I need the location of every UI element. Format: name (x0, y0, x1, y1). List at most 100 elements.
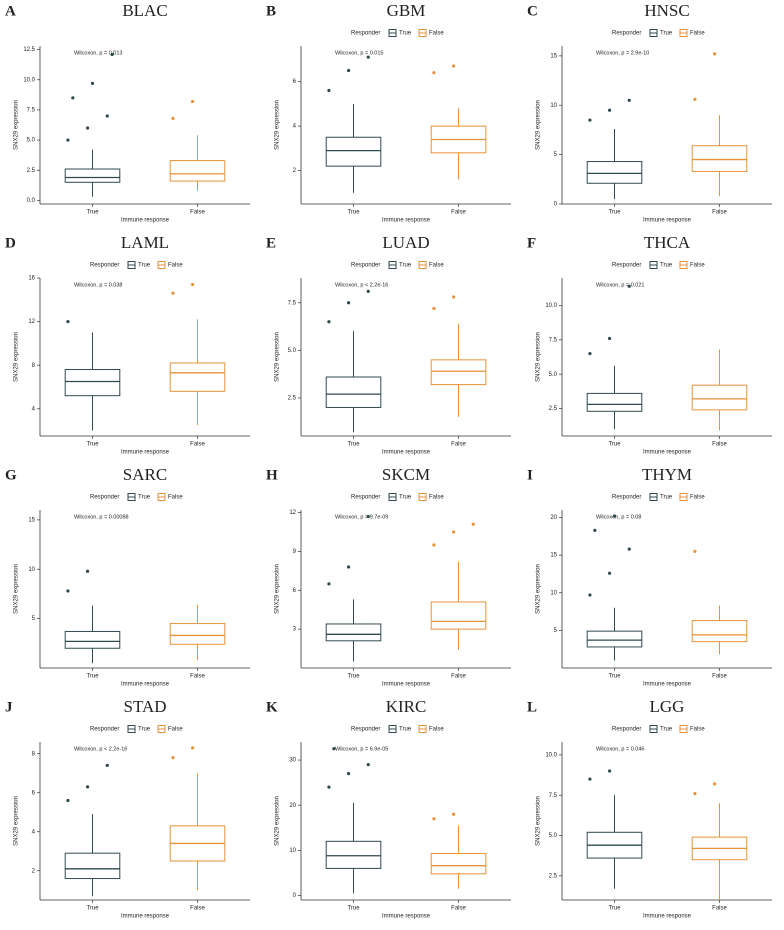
annotation: Wilcoxon, p < 2.2e-16 (74, 746, 127, 752)
x-tick-label: True (86, 442, 99, 448)
x-axis-label: Immune response (643, 218, 692, 224)
outlier (327, 88, 331, 93)
legend-label: False (429, 31, 444, 37)
panel-label: L (527, 699, 537, 715)
legend-label: True (399, 495, 412, 501)
x-tick-label: False (451, 442, 466, 448)
panel-title: LUAD (382, 233, 429, 252)
legend-title: Responder (612, 263, 641, 269)
x-tick-label: False (712, 210, 727, 216)
outlier (451, 64, 456, 68)
x-tick-label: False (451, 674, 466, 680)
legend-label: False (690, 263, 705, 269)
box (64, 630, 121, 649)
box (691, 620, 748, 643)
annotation: Wilcoxon, p = 0.021 (596, 282, 644, 288)
legend-label: True (399, 727, 412, 733)
outlier (346, 68, 351, 73)
y-tick-label: 0 (293, 893, 297, 899)
outlier (471, 522, 475, 526)
y-tick-label: 2 (293, 168, 297, 174)
x-tick-label: False (712, 674, 727, 680)
panel: B GBM Responder True False Wilcoxon, p = 0.01… (266, 1, 511, 224)
x-tick-label: True (86, 906, 99, 912)
outlier (627, 98, 631, 102)
outlier (190, 746, 195, 750)
outlier (346, 772, 351, 776)
outlier (607, 336, 612, 341)
outlier (693, 791, 697, 796)
outlier (190, 99, 195, 104)
box (325, 376, 382, 408)
y-tick-label: 7.5 (27, 108, 36, 114)
x-tick-label: True (347, 210, 360, 216)
outlier (588, 118, 592, 122)
outlier (627, 547, 631, 551)
x-tick-label: False (451, 210, 466, 216)
panel: D LAML Responder True False Wilcoxon, p = 0.0… (5, 233, 250, 456)
y-axis-label: SNX29 expression (536, 564, 542, 614)
box (325, 623, 382, 642)
y-tick-label: 15 (550, 53, 557, 59)
y-axis-label: SNX29 expression (14, 100, 20, 150)
legend-label: True (138, 495, 151, 501)
panel: A BLAC Wilcoxon, p = 0.013 0.0 2.5 5.0 7.5 10.0… (5, 1, 250, 224)
panel: G SARC Responder True False Wilcoxon, p = 0.0… (5, 465, 250, 688)
x-axis-label: Immune response (643, 914, 692, 920)
box (586, 630, 643, 648)
legend: Responder True False (612, 29, 705, 37)
x-axis-label: Immune response (121, 682, 170, 688)
legend-label: True (660, 263, 673, 269)
y-tick-label: 4 (32, 406, 36, 412)
y-tick-label: 2.5 (27, 168, 36, 174)
y-tick-label: 5 (554, 628, 558, 634)
legend-title: Responder (90, 727, 119, 733)
outlier (366, 762, 370, 767)
outlier (432, 71, 436, 75)
x-tick-label: True (608, 442, 621, 448)
panel-label: D (5, 235, 16, 251)
y-tick-label: 12 (289, 510, 296, 516)
panel: J STAD Responder True False Wilcoxon, p < 2.2… (5, 697, 250, 920)
panel: H SKCM Responder True False Wilcoxon, p = 9.7… (266, 465, 511, 688)
x-axis-label: Immune response (382, 218, 431, 224)
panel-label: C (527, 3, 538, 19)
x-tick-label: False (451, 906, 466, 912)
x-tick-label: True (347, 906, 360, 912)
legend-title: Responder (612, 495, 641, 501)
box (430, 853, 487, 875)
annotation: Wilcoxon, p = 0.038 (74, 282, 122, 288)
y-tick-label: 10.0 (23, 77, 35, 83)
x-tick-label: False (712, 442, 727, 448)
y-tick-label: 8 (32, 751, 36, 757)
panel-title: HNSC (644, 1, 689, 20)
panel-title: THCA (644, 233, 691, 252)
y-axis-label: SNX29 expression (14, 796, 20, 846)
panel-label: E (266, 235, 276, 251)
outlier (327, 320, 331, 324)
legend-label: True (138, 263, 151, 269)
legend-title: Responder (612, 31, 641, 37)
legend-label: False (690, 31, 705, 37)
legend-label: False (690, 727, 705, 733)
outlier (332, 747, 336, 751)
annotation: Wilcoxon, p = 0.013 (74, 50, 122, 56)
panel: I THYM Responder True False Wilcoxon, p = 0.0… (527, 465, 772, 688)
panel-label: B (266, 3, 276, 19)
y-tick-label: 0 (554, 202, 558, 208)
y-axis-label: SNX29 expression (536, 332, 542, 382)
annotation: Wilcoxon, p < 2.2e-16 (335, 282, 388, 288)
legend-label: True (660, 31, 673, 37)
x-axis-label: Immune response (382, 914, 431, 920)
panel-label: A (5, 3, 16, 19)
x-tick-label: True (86, 674, 99, 680)
outlier (593, 528, 597, 532)
panel-label: K (266, 699, 278, 715)
legend-label: True (138, 727, 151, 733)
panel-label: F (527, 235, 536, 251)
outlier (588, 351, 592, 356)
outlier (171, 756, 175, 760)
panel: E LUAD Responder True False Wilcoxon, p < 2.2… (266, 233, 511, 456)
box (586, 161, 643, 184)
outlier (451, 812, 456, 816)
